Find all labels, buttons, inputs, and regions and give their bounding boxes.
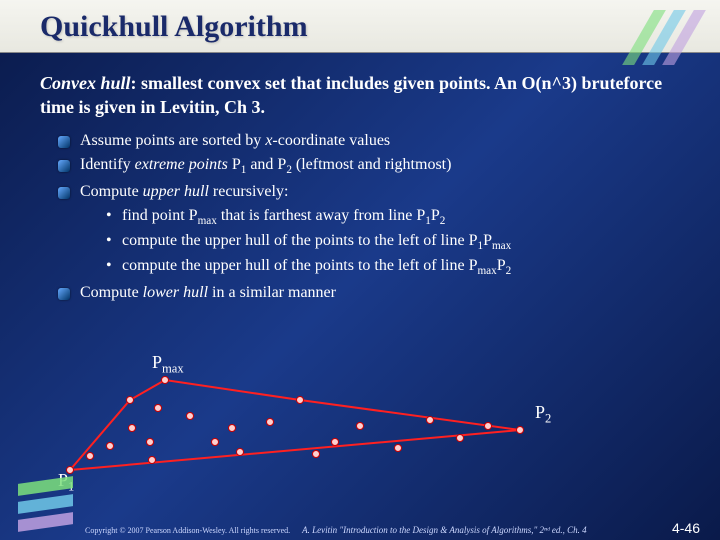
- bullet-item: Assume points are sorted by x-coordinate…: [64, 130, 680, 152]
- content: Convex hull: smallest convex set that in…: [0, 53, 720, 316]
- sub-bullet-item: compute the upper hull of the points to …: [106, 230, 680, 255]
- sub-list: find point Pmax that is farthest away fr…: [80, 205, 680, 280]
- slide-title: Quickhull Algorithm: [40, 10, 680, 44]
- sub-bullet-item: find point Pmax that is farthest away fr…: [106, 205, 680, 230]
- footer-copyright: Copyright © 2007 Pearson Addison-Wesley.…: [85, 526, 290, 535]
- hull-svg: [60, 360, 580, 490]
- bullet-list: Assume points are sorted by x-coordinate…: [40, 130, 680, 305]
- point-label-pmax: Pmax: [152, 352, 184, 377]
- intro-term: Convex hull: [40, 73, 131, 93]
- sub-bullet-item: compute the upper hull of the points to …: [106, 255, 680, 280]
- bullet-item: Compute upper hull recursively:find poin…: [64, 181, 680, 280]
- bullet-item: Identify extreme points P1 and P2 (leftm…: [64, 154, 680, 179]
- bullet-item: Compute lower hull in a similar manner: [64, 282, 680, 304]
- corner-stripes-top-right: [630, 10, 690, 70]
- intro-rest: : smallest convex set that includes give…: [40, 73, 662, 117]
- slide: Quickhull Algorithm Convex hull: smalles…: [0, 0, 720, 540]
- diagram: PmaxP2P1: [60, 360, 580, 490]
- intro-text: Convex hull: smallest convex set that in…: [40, 71, 680, 120]
- footer-page: 4-46: [672, 520, 700, 536]
- corner-stripes-bottom-left: [18, 474, 73, 528]
- point-label-p2: P2: [535, 402, 551, 427]
- title-bar: Quickhull Algorithm: [0, 0, 720, 53]
- footer: Copyright © 2007 Pearson Addison-Wesley.…: [85, 520, 700, 536]
- footer-reference: A. Levitin "Introduction to the Design &…: [302, 525, 587, 535]
